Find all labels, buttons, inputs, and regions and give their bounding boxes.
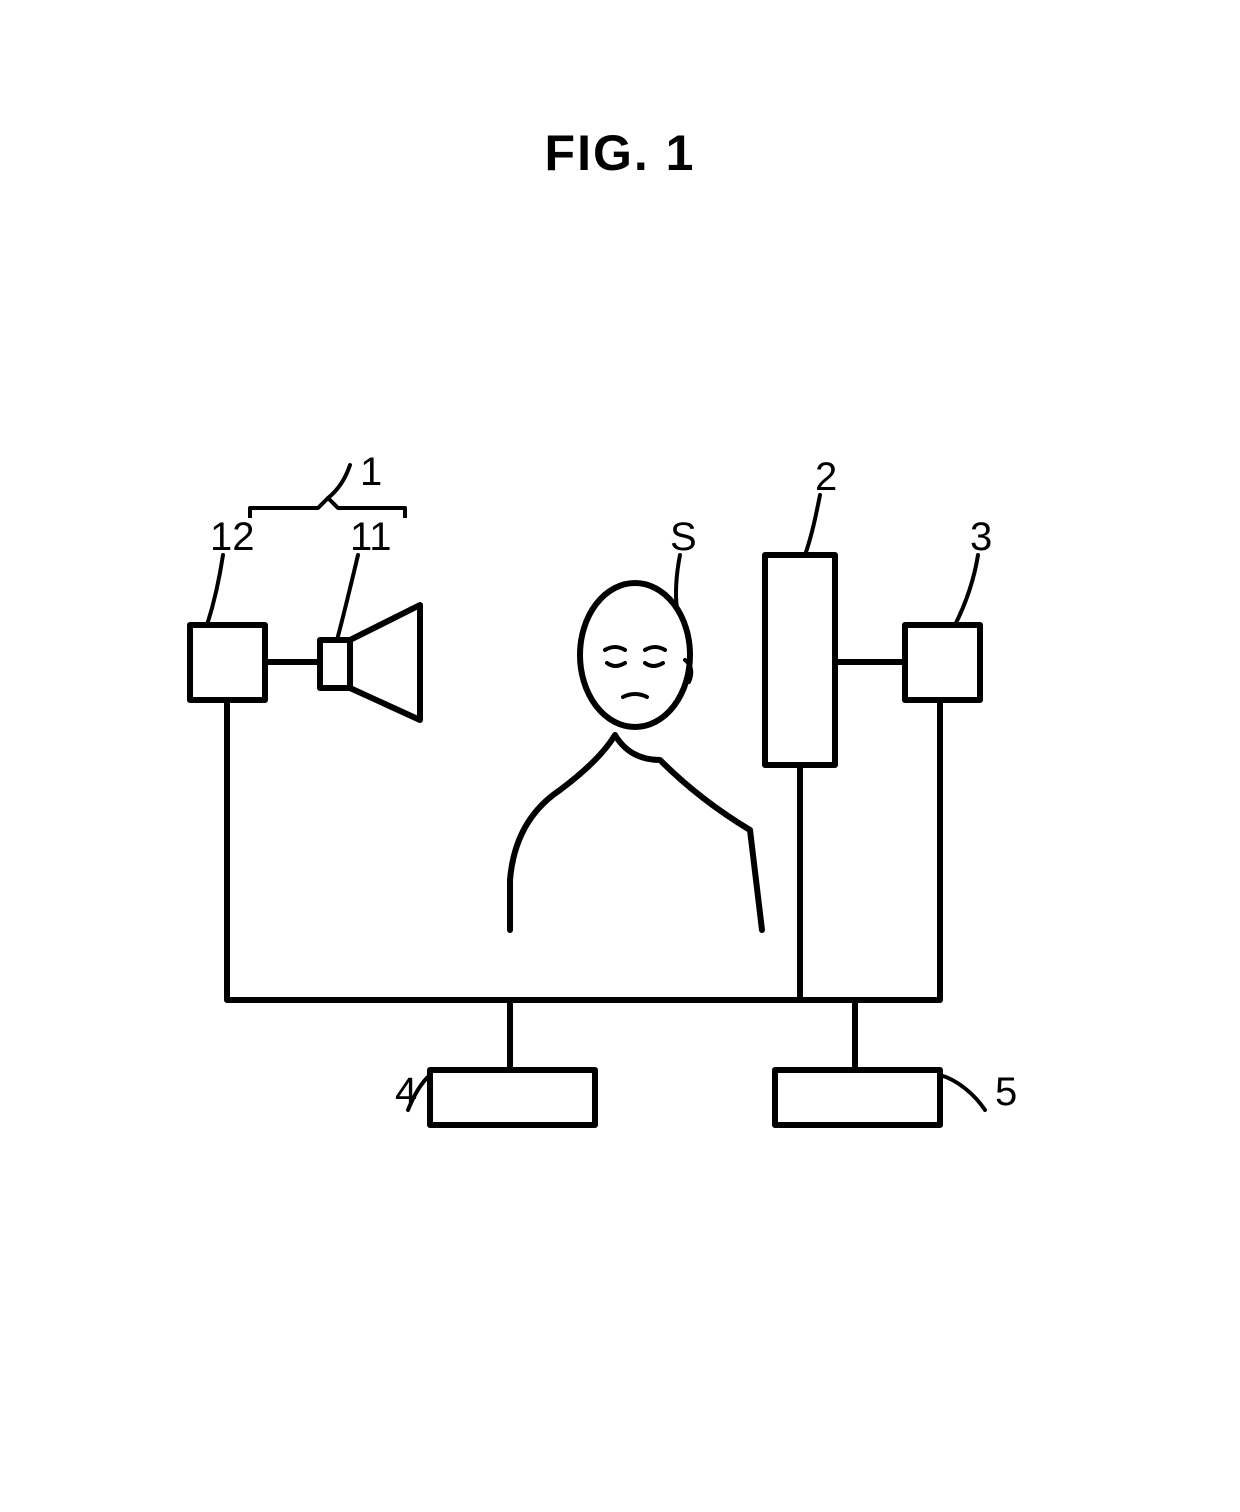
- label-box2: 2: [815, 455, 837, 499]
- speaker-base: [320, 640, 350, 688]
- label-box5: 5: [995, 1070, 1017, 1114]
- subject-head: [580, 583, 690, 727]
- leader-l3: [955, 555, 978, 625]
- subject-mouth: [623, 694, 647, 697]
- figure-title: FIG. 1: [545, 125, 696, 181]
- subject-eye-left: [607, 663, 625, 666]
- label-box11: 11: [350, 515, 392, 559]
- box-b12: [190, 625, 265, 700]
- label-box12: 12: [210, 515, 255, 559]
- box-b3: [905, 625, 980, 700]
- box-b5: [775, 1070, 940, 1125]
- leader-1: [328, 465, 350, 498]
- label-subject: S: [670, 515, 697, 559]
- box-b2: [765, 555, 835, 765]
- label-box4: 4: [395, 1070, 417, 1114]
- subject-brow-left: [605, 647, 625, 650]
- speaker-horn-icon: [350, 605, 420, 720]
- leader-l5: [940, 1075, 985, 1110]
- subject-eye-right: [645, 663, 663, 666]
- label-box3: 3: [970, 515, 992, 559]
- leader-l2: [805, 495, 820, 555]
- subject-torso: [510, 735, 762, 930]
- box-b4: [430, 1070, 595, 1125]
- leader-l11: [337, 555, 358, 640]
- leader-l12: [207, 555, 223, 625]
- label-group1: 1: [360, 450, 382, 494]
- subject-brow-right: [645, 647, 665, 650]
- leader-lS: [676, 555, 680, 608]
